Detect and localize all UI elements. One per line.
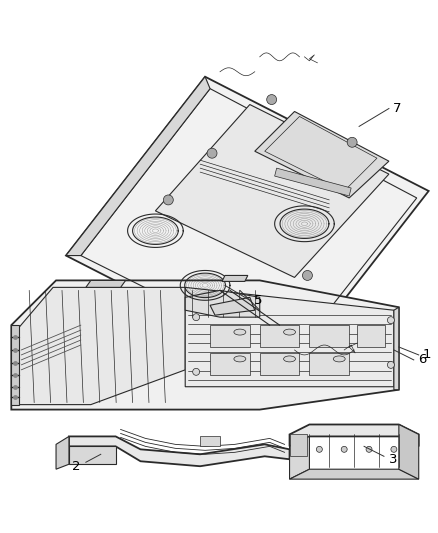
- Circle shape: [391, 446, 397, 453]
- Polygon shape: [290, 469, 419, 479]
- Polygon shape: [290, 434, 307, 456]
- Ellipse shape: [283, 356, 296, 362]
- Polygon shape: [11, 280, 399, 409]
- Polygon shape: [210, 325, 250, 347]
- Polygon shape: [86, 280, 126, 287]
- Circle shape: [388, 361, 394, 368]
- Text: 6: 6: [418, 353, 426, 366]
- Polygon shape: [11, 325, 19, 405]
- Polygon shape: [69, 446, 116, 464]
- Circle shape: [303, 270, 312, 280]
- Polygon shape: [200, 437, 220, 446]
- Polygon shape: [210, 297, 255, 315]
- Polygon shape: [309, 325, 349, 347]
- Polygon shape: [222, 276, 248, 281]
- Polygon shape: [290, 437, 309, 479]
- Ellipse shape: [234, 329, 246, 335]
- Circle shape: [316, 446, 322, 453]
- Polygon shape: [210, 353, 250, 375]
- Text: 3: 3: [389, 453, 397, 466]
- Polygon shape: [155, 104, 389, 278]
- Circle shape: [207, 148, 217, 158]
- Polygon shape: [275, 168, 351, 196]
- Text: 2: 2: [72, 460, 81, 473]
- Text: 1: 1: [423, 349, 431, 361]
- Polygon shape: [309, 353, 349, 375]
- Circle shape: [366, 446, 372, 453]
- Polygon shape: [185, 287, 394, 387]
- Ellipse shape: [283, 329, 296, 335]
- Polygon shape: [394, 307, 399, 390]
- Circle shape: [193, 368, 200, 375]
- Polygon shape: [260, 325, 300, 347]
- Polygon shape: [66, 77, 429, 370]
- Circle shape: [193, 314, 200, 321]
- Polygon shape: [357, 325, 385, 347]
- Polygon shape: [290, 424, 419, 446]
- Polygon shape: [69, 437, 290, 466]
- Polygon shape: [66, 77, 210, 255]
- Text: 5: 5: [254, 294, 262, 307]
- Polygon shape: [255, 111, 389, 198]
- Circle shape: [341, 446, 347, 453]
- Ellipse shape: [234, 356, 246, 362]
- Circle shape: [347, 138, 357, 147]
- Circle shape: [163, 195, 173, 205]
- Ellipse shape: [333, 356, 345, 362]
- Polygon shape: [56, 437, 69, 469]
- Circle shape: [388, 317, 394, 324]
- Polygon shape: [399, 424, 419, 479]
- Polygon shape: [19, 287, 185, 405]
- Circle shape: [267, 94, 277, 104]
- Polygon shape: [185, 290, 260, 317]
- Text: 7: 7: [393, 102, 401, 115]
- Polygon shape: [260, 353, 300, 375]
